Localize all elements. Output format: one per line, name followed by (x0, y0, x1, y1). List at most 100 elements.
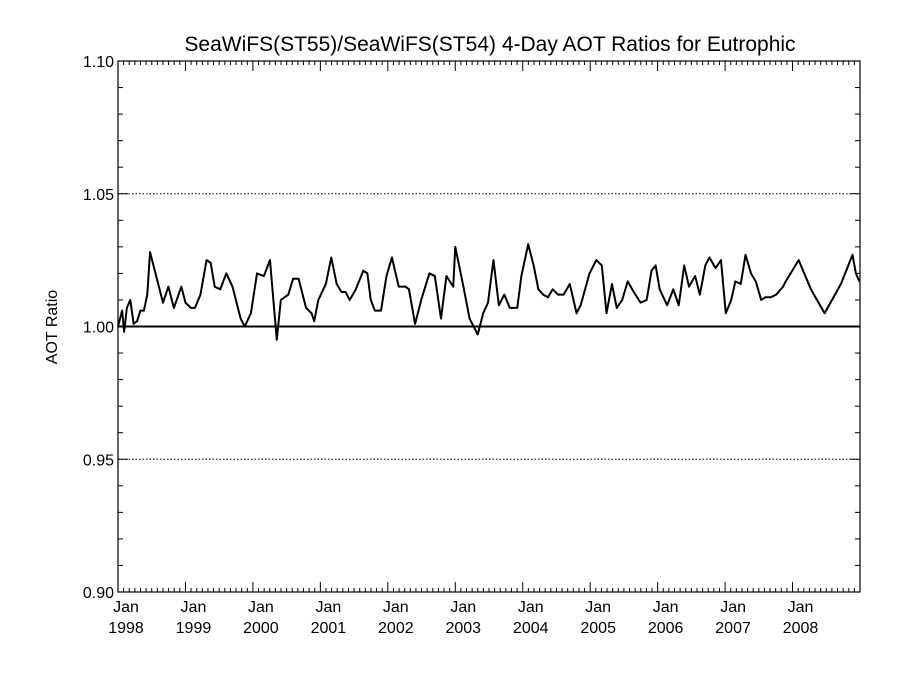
x-tick-label-month: Jan (383, 599, 409, 616)
data-point (615, 307, 618, 309)
x-tick-label-year: 2008 (783, 620, 819, 637)
data-point (292, 277, 294, 280)
y-tick-label: 1.10 (83, 54, 114, 71)
x-tick-label-month: Jan (450, 599, 476, 616)
data-point (595, 259, 598, 261)
y-tick-label: 1.05 (83, 187, 114, 204)
data-point (650, 269, 653, 272)
data-point (132, 323, 135, 325)
data-point (851, 254, 854, 256)
data-point (672, 288, 675, 291)
data-point (180, 285, 183, 288)
data-point (823, 312, 826, 315)
data-point (600, 264, 603, 267)
data-point (414, 323, 416, 325)
data-point (568, 283, 571, 285)
data-point (588, 272, 591, 275)
data-point (354, 288, 357, 291)
x-tick-label-year: 2004 (513, 620, 549, 637)
data-point (374, 309, 376, 312)
data-point (317, 299, 320, 301)
data-point (632, 291, 635, 293)
data-point (369, 299, 372, 301)
data-point (666, 304, 668, 307)
data-point (532, 264, 535, 267)
data-point (167, 285, 170, 288)
data-point (764, 296, 767, 299)
data-point (840, 283, 842, 285)
data-point (454, 246, 457, 248)
data-point (420, 299, 423, 301)
data-point (492, 259, 495, 261)
data-point (476, 333, 479, 336)
data-point (154, 272, 157, 275)
data-point (385, 275, 388, 277)
data-point (658, 288, 661, 291)
data-point (720, 259, 722, 261)
data-point (380, 309, 382, 312)
x-tick-label-month: Jan (113, 599, 139, 616)
data-point (769, 296, 772, 299)
data-point (344, 291, 347, 293)
data-point (445, 275, 448, 277)
data-point (775, 293, 778, 296)
x-tick-label-year: 2002 (378, 620, 414, 637)
data-point (754, 280, 757, 283)
data-point (213, 285, 216, 288)
data-point (520, 275, 523, 277)
data-point (527, 243, 529, 245)
data-point (199, 293, 202, 296)
data-point (562, 293, 565, 296)
data-point (348, 299, 351, 301)
data-point (146, 293, 149, 296)
data-point (542, 293, 544, 296)
data-point (626, 280, 629, 283)
data-point (452, 285, 455, 288)
data-point (498, 304, 500, 307)
x-tick-label-year: 2006 (648, 620, 684, 637)
data-point (287, 293, 290, 296)
data-point (645, 299, 648, 301)
x-tick-label-month: Jan (248, 599, 274, 616)
data-point (714, 267, 717, 269)
data-point (194, 307, 196, 309)
data-point (482, 312, 485, 315)
x-tick-label-year: 1998 (108, 620, 144, 637)
data-point (428, 272, 431, 275)
data-point (730, 299, 733, 301)
data-point (557, 293, 559, 296)
x-tick-label-year: 2007 (715, 620, 751, 637)
data-point (688, 285, 690, 288)
data-point (750, 272, 752, 275)
data-point (243, 325, 246, 328)
data-point (325, 283, 327, 285)
data-point (704, 264, 707, 267)
data-point (575, 312, 578, 315)
data-point (508, 307, 511, 309)
data-point (340, 291, 343, 293)
y-tick-label: 0.95 (83, 452, 114, 469)
data-point (547, 296, 549, 299)
data-point (143, 309, 145, 312)
data-point (335, 283, 338, 285)
data-point (677, 304, 680, 307)
x-tick-label-month: Jan (181, 599, 207, 616)
chart-title: SeaWiFS(ST55)/SeaWiFS(ST54) 4-Day AOT Ra… (184, 33, 795, 56)
data-point (694, 275, 696, 277)
data-point (724, 312, 727, 315)
data-point (219, 288, 221, 291)
series-line (117, 243, 861, 341)
y-tick-label: 0.90 (83, 585, 114, 602)
grid-lines (118, 193, 860, 460)
y-tick-labels: 0.90 0.95 1.00 1.05 1.10 (83, 54, 114, 602)
data-point (269, 259, 271, 261)
data-point (487, 301, 489, 304)
data-point (313, 320, 316, 322)
data-point (123, 331, 125, 333)
data-point (366, 272, 369, 275)
data-point (468, 317, 471, 320)
data-point (639, 301, 642, 304)
data-point (205, 259, 208, 261)
data-point (121, 309, 123, 312)
